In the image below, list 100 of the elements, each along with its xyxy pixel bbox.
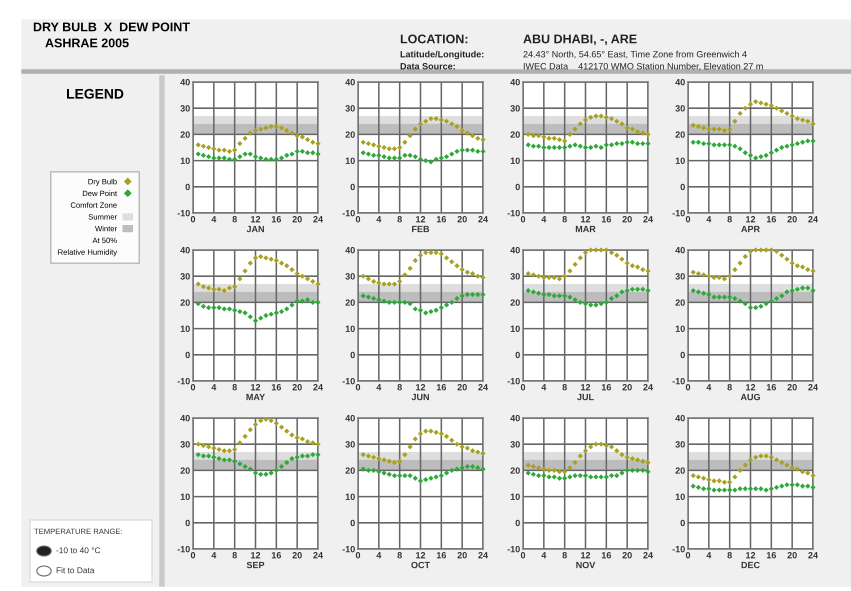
point [748, 305, 754, 310]
y-tick-label: 10 [346, 326, 355, 332]
point [630, 468, 635, 473]
point [222, 155, 227, 161]
x-tick-label: 4 [211, 552, 216, 558]
point [732, 118, 738, 124]
point [397, 155, 402, 161]
point [418, 252, 424, 258]
point [810, 121, 816, 127]
point [753, 486, 758, 492]
point [768, 486, 774, 492]
y-tick-label: 20 [345, 467, 355, 474]
point [315, 140, 321, 146]
y-tick-label: 0 [186, 184, 190, 190]
point [206, 444, 212, 450]
point [598, 247, 604, 253]
point [434, 430, 439, 436]
point [289, 151, 295, 157]
point [248, 151, 253, 157]
point [696, 474, 702, 480]
x-tick-label: 0 [356, 216, 360, 222]
point [386, 146, 392, 152]
x-tick-label: 16 [766, 552, 776, 558]
point [711, 478, 717, 484]
point [810, 138, 816, 144]
point [593, 474, 599, 480]
y-tick-label: 30 [675, 273, 685, 280]
x-tick-label: 24 [643, 216, 653, 222]
point [790, 288, 795, 294]
point [582, 144, 588, 150]
point [779, 252, 784, 258]
x-tick-label: 24 [478, 384, 488, 390]
y-tick-label: -10 [178, 378, 190, 384]
point [556, 144, 562, 150]
y-tick-label: 20 [510, 299, 520, 306]
x-tick-label: 24 [478, 216, 488, 222]
point [546, 274, 552, 280]
y-tick-label: 30 [510, 441, 520, 448]
point [794, 263, 800, 268]
point [794, 482, 800, 488]
point [268, 470, 274, 476]
point [278, 155, 284, 161]
point [284, 128, 290, 134]
point [434, 474, 439, 480]
point [315, 300, 321, 305]
point [418, 478, 424, 484]
point [640, 458, 646, 464]
x-tick-label: 24 [643, 384, 653, 390]
point [619, 289, 625, 295]
y-tick-label: 10 [676, 158, 685, 164]
point [764, 152, 769, 158]
point [748, 102, 754, 107]
point [470, 448, 476, 454]
text: -10 to 40 °C [56, 547, 100, 554]
point [412, 436, 418, 442]
point [423, 118, 428, 124]
x-tick-label: 4 [541, 384, 546, 390]
point [748, 152, 754, 158]
y-tick-label: 40 [510, 414, 520, 422]
point [742, 301, 748, 306]
text: LOCATION: [400, 34, 468, 44]
point [556, 476, 562, 481]
point [434, 156, 439, 162]
point [480, 274, 486, 280]
point [376, 456, 382, 462]
point [428, 250, 434, 256]
point [624, 125, 630, 130]
point [722, 480, 728, 485]
point [381, 457, 387, 463]
point [216, 456, 222, 462]
point [392, 473, 398, 478]
point [278, 424, 284, 430]
point [310, 278, 316, 284]
point [418, 308, 424, 313]
x-tick-label: 20 [292, 552, 302, 558]
x-tick-label: 16 [272, 384, 282, 390]
point [758, 486, 764, 492]
point [211, 146, 216, 152]
point [588, 474, 594, 480]
point [200, 304, 206, 309]
point [526, 288, 531, 294]
point [764, 102, 769, 107]
point [449, 259, 454, 264]
x-tick-label: 8 [562, 216, 567, 222]
point [578, 300, 583, 305]
x-tick-label: 12 [416, 216, 426, 222]
point [366, 151, 372, 157]
point [604, 247, 609, 253]
point [196, 452, 201, 458]
x-axis-title: APR [741, 226, 760, 232]
point [464, 292, 470, 298]
point [423, 476, 428, 482]
point [572, 473, 578, 478]
point [634, 129, 640, 134]
point [790, 113, 795, 119]
point [310, 150, 316, 156]
point [252, 255, 258, 260]
point [232, 148, 238, 153]
point [768, 454, 774, 460]
point [619, 256, 625, 262]
